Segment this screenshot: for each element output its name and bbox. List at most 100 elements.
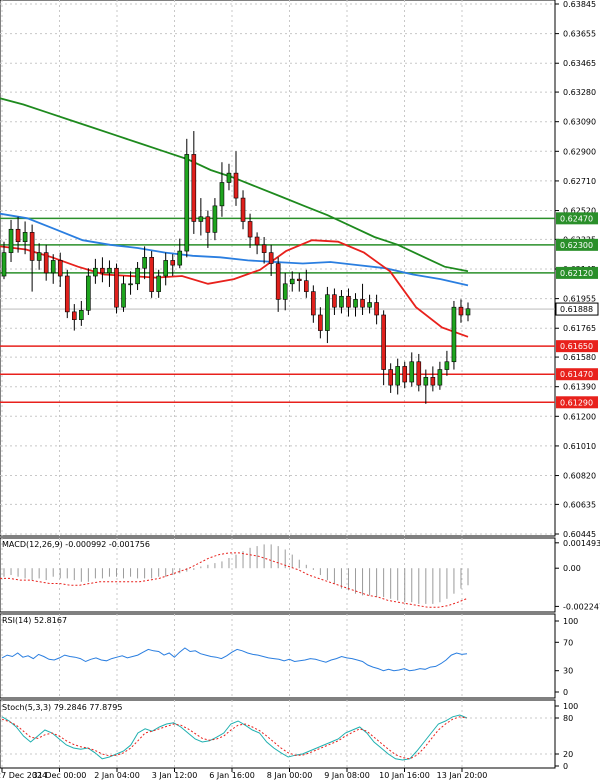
candle-body [50,260,56,274]
time-tick-label: 8 Jan 00:00 [267,771,313,780]
price-tick-label: 0.60445 [563,530,596,539]
price-tick-label: 0.63845 [563,0,596,9]
candle-body [233,172,239,199]
time-tick-label: 9 Jan 08:00 [324,771,370,780]
stoch-tick-label: 100 [563,702,578,711]
price-tick-label: 0.61765 [563,324,596,333]
candle-body [304,280,309,292]
time-tick-label: 13 Jan 20:00 [437,771,488,780]
candle-body [57,260,63,277]
price-tick-label: 0.63090 [563,118,596,127]
macd-signal-line [0,552,469,608]
candle-body [325,294,330,331]
level-tag-label: 0.61650 [560,342,593,351]
candle-body [170,260,176,266]
candle-body [93,267,98,277]
time-tick-label: 10 Jan 16:00 [379,771,430,780]
level-tags: 0.62470 0.62300 0.62120 0.61650 0.61470 0.612… [555,212,599,409]
price-tick-label: 0.63465 [563,59,596,68]
candle-body [15,228,21,243]
candle-body [268,252,274,264]
macd-series: 0.001493 0.00 -0.002247 [0,539,600,611]
candle-body [86,275,91,311]
candle-body [416,361,422,386]
candle-body [128,283,133,286]
level-tag-label: 0.61290 [560,398,593,407]
stoch-tick-label: 80 [563,714,573,723]
price-tick-label: 0.61010 [563,442,596,451]
candle-body [212,205,218,233]
candle-body [247,221,253,238]
candle-body [191,154,197,222]
level-tag-box [556,368,598,381]
candle-body [282,283,288,300]
candle-body [100,267,105,274]
candle-body [121,283,126,308]
candle-body [346,295,351,308]
level-tag-box [556,212,598,225]
candle-body [8,228,14,253]
stoch-main-line [1,714,468,761]
rsi-tick-label: 70 [563,638,573,647]
candle-body [114,267,119,308]
rsi-panel-frame [0,613,556,699]
candle-body [360,299,365,308]
level-tag-box [556,340,598,353]
candle-body [458,306,464,316]
level-tag-box [556,266,598,279]
time-tick-label: 2 Jan 04:00 [94,771,140,780]
macd-tick-label: -0.002247 [563,602,600,611]
candle-body [423,377,429,386]
candle-body [205,216,211,233]
candle-body [198,216,204,222]
rsi-line [1,647,468,672]
macd-tick-label: 0.00 [563,564,581,573]
ma-blue-line [0,212,469,287]
candle-body [261,244,267,253]
candle-body [339,295,344,308]
current-price-tag: 0.61888 [560,305,593,314]
price-tick-label: 0.61580 [563,353,596,362]
level-tag-label: 0.62120 [560,269,593,278]
candle-body [451,306,457,363]
candle-body [409,361,415,383]
candle-body [318,314,323,331]
candle-body [142,257,147,269]
price-tick-label: 0.60820 [563,472,596,481]
candle-body [22,232,28,243]
time-tick-label: 31 Dec 00:00 [33,771,87,780]
candle-body [275,263,281,300]
price-tick-label: 0.61200 [563,412,596,421]
rsi-tick-label: 0 [563,688,568,697]
main-panel-frame [0,0,556,537]
stoch-series: 100 80 20 0 [0,702,578,771]
candle-body [107,267,112,274]
candle-body [226,172,232,183]
candle-body [465,308,471,316]
time-tick-label: 3 Jan 12:00 [152,771,198,780]
candle-body [240,197,246,222]
price-tick-label: 0.62900 [563,147,596,156]
candle-body [79,310,84,320]
macd-label: MACD(12,26,9) -0.000992 -0.001756 [2,540,150,549]
level-tag-label: 0.62300 [560,241,593,250]
candle-body [296,278,302,281]
candle-body [353,299,358,308]
candle-body [254,236,260,246]
candlesticks [1,131,471,404]
candle-body [332,294,337,308]
ma-red-line [0,239,469,338]
candle-body [177,250,183,266]
stoch-label: Stoch(5,3,3) 79.2846 77.8795 [2,703,122,712]
candle-body [43,252,49,274]
candle-body [402,366,408,383]
stoch-signal-line [1,716,468,760]
candle-body [156,275,161,292]
grid-lines [0,0,555,768]
candle-body [29,232,35,261]
macd-panel-frame [0,537,556,613]
level-tag-label: 0.61470 [560,370,593,379]
price-tick-label: 0.63280 [563,88,596,97]
rsi-label: RSI(14) 52.8167 [2,616,67,625]
